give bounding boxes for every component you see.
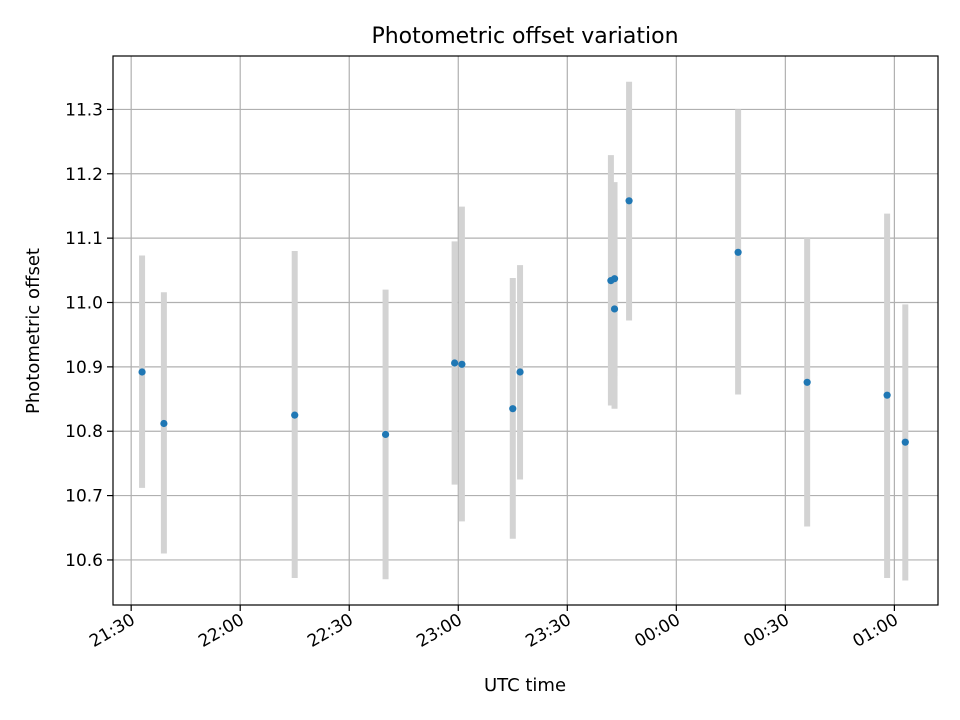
data-point — [458, 360, 466, 368]
y-tick-label: 10.9 — [65, 358, 103, 378]
data-point — [451, 359, 459, 367]
data-point — [883, 391, 891, 399]
y-tick-label: 10.8 — [65, 422, 103, 442]
y-tick-label: 11.3 — [65, 100, 103, 120]
y-tick-label: 11.1 — [65, 229, 103, 249]
y-axis-ticks: 10.6 10.7 10.8 10.9 11.0 11.1 11.2 11.3 — [65, 100, 113, 571]
x-tick-label: 23:30 — [522, 610, 574, 652]
x-tick-label: 00:00 — [631, 610, 683, 652]
y-tick-label: 10.7 — [65, 487, 103, 507]
x-tick-label: 01:00 — [849, 610, 901, 652]
y-tick-label: 11.0 — [65, 294, 103, 314]
x-tick-label: 22:00 — [195, 610, 247, 652]
grid — [113, 56, 938, 605]
data-point — [803, 378, 811, 386]
plot-frame — [112, 55, 939, 606]
x-tick-label: 21:30 — [86, 610, 138, 652]
error-bars — [139, 81, 909, 581]
y-axis-label: Photometric offset — [23, 248, 44, 414]
data-point — [138, 368, 146, 376]
y-tick-label: 11.2 — [65, 165, 103, 185]
data-point — [734, 248, 742, 256]
data-points — [138, 197, 909, 446]
y-tick-label: 10.6 — [65, 551, 103, 571]
data-point — [160, 419, 168, 428]
data-point — [901, 438, 909, 446]
data-point — [610, 275, 619, 283]
data-point — [509, 405, 517, 413]
chart-title: Photometric offset variation — [371, 24, 678, 49]
data-point — [291, 411, 299, 419]
x-tick-label: 22:30 — [304, 610, 356, 652]
x-tick-label: 23:00 — [413, 610, 465, 652]
data-point — [516, 368, 524, 376]
x-axis-ticks: 21:30 22:00 22:30 23:00 23:30 00:00 00:30 01:00 — [86, 605, 902, 652]
data-point — [381, 430, 390, 439]
x-tick-label: 00:30 — [740, 610, 792, 652]
x-axis-label: UTC time — [484, 675, 566, 696]
data-point — [625, 197, 633, 205]
data-point — [610, 305, 619, 313]
